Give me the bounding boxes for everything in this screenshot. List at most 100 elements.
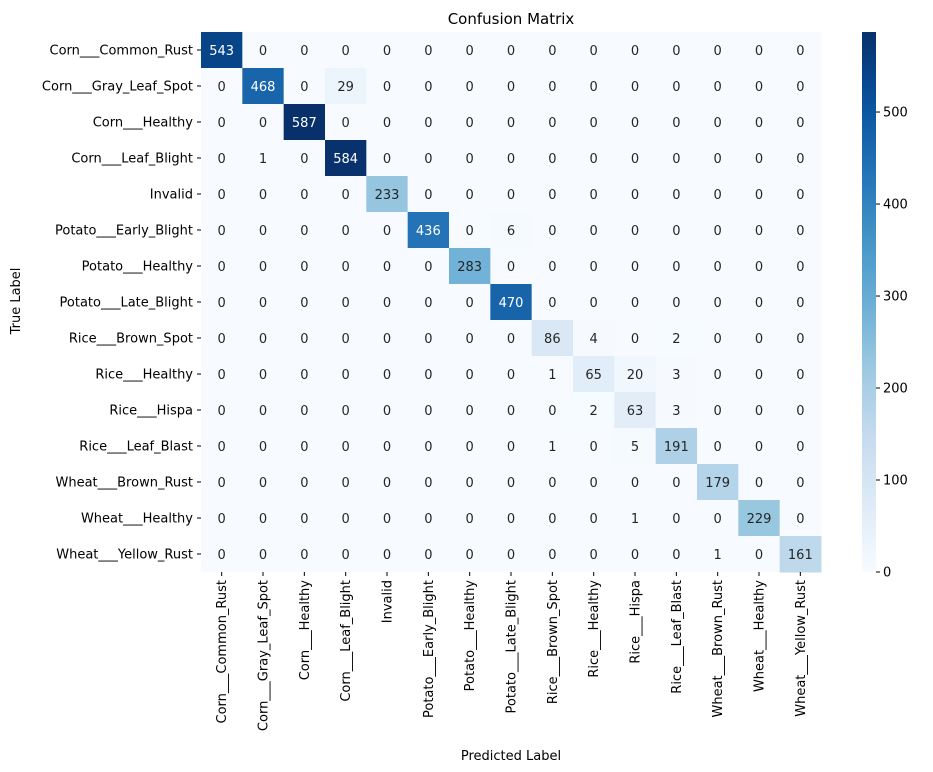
heatmap-cell [325, 140, 367, 177]
heatmap-cell [531, 140, 574, 177]
heatmap-cell [407, 212, 450, 249]
cell-value-label: 0 [342, 296, 350, 311]
cell-value-label: 0 [714, 404, 722, 419]
cell-value-label: 0 [631, 116, 639, 131]
heatmap-cell [573, 356, 615, 393]
cell-value-label: 0 [342, 368, 350, 383]
cell-value-label: 0 [218, 404, 226, 419]
cell-value-label: 0 [424, 188, 432, 203]
heatmap-cell [779, 68, 822, 105]
cell-value-label: 0 [383, 116, 391, 131]
cell-value-label: 0 [672, 188, 680, 203]
heatmap-cell [531, 104, 574, 141]
cell-value-label: 0 [466, 224, 474, 239]
cell-value-label: 0 [342, 224, 350, 239]
heatmap-cell [655, 248, 698, 285]
heatmap-cell [655, 464, 698, 501]
cell-value-label: 0 [548, 512, 556, 527]
cell-value-label: 0 [424, 152, 432, 167]
cell-value-label: 0 [714, 224, 722, 239]
heatmap-cell [614, 176, 657, 213]
heatmap-cell [573, 104, 615, 141]
heatmap-cell [573, 32, 615, 69]
heatmap-cell [449, 536, 491, 573]
heatmap-cell [325, 464, 367, 501]
heatmap-cell [283, 68, 326, 105]
cell-value-label: 179 [705, 476, 730, 491]
heatmap-cell [325, 212, 367, 249]
cell-value-label: 2 [590, 404, 598, 419]
cell-value-label: 0 [383, 368, 391, 383]
heatmap-cell [201, 392, 243, 429]
cell-value-label: 0 [548, 404, 556, 419]
heatmap-cell [242, 392, 285, 429]
cell-value-label: 0 [342, 476, 350, 491]
cell-value-label: 0 [755, 440, 763, 455]
cell-value-label: 0 [383, 512, 391, 527]
heatmap-cell [407, 248, 450, 285]
cell-value-label: 0 [259, 260, 267, 275]
heatmap-cell [325, 536, 367, 573]
heatmap-cell [573, 320, 615, 357]
x-tick-label: Potato___Early_Blight [422, 580, 437, 718]
heatmap-cell [366, 320, 409, 357]
cell-value-label: 0 [796, 224, 804, 239]
heatmap-cell [201, 212, 243, 249]
cell-value-label: 0 [672, 296, 680, 311]
heatmap-cell [242, 320, 285, 357]
heatmap-cell [573, 464, 615, 501]
cell-value-label: 0 [218, 224, 226, 239]
heatmap-cell [655, 104, 698, 141]
cell-value-label: 20 [627, 368, 644, 383]
cell-value-label: 0 [548, 116, 556, 131]
cell-value-label: 0 [507, 80, 515, 95]
cell-value-label: 0 [590, 476, 598, 491]
heatmap-cell [490, 500, 533, 537]
heatmap-cell [779, 32, 822, 69]
cell-value-label: 0 [424, 404, 432, 419]
heatmap-cell [490, 356, 533, 393]
cell-value-label: 0 [218, 548, 226, 563]
heatmap-cell [283, 104, 326, 141]
cell-value-label: 0 [631, 224, 639, 239]
cell-value-label: 0 [383, 224, 391, 239]
cell-value-label: 0 [218, 260, 226, 275]
heatmap-cell [242, 428, 285, 465]
cell-value-label: 0 [755, 188, 763, 203]
cell-value-label: 0 [466, 152, 474, 167]
cell-value-label: 0 [424, 296, 432, 311]
y-tick-label: Corn___Healthy [93, 116, 194, 131]
x-tick-label: Rice___Leaf_Blast [670, 580, 685, 694]
cell-value-label: 0 [507, 332, 515, 347]
heatmap-cell [738, 212, 781, 249]
cell-value-label: 0 [755, 548, 763, 563]
cell-value-label: 0 [796, 332, 804, 347]
cell-value-label: 0 [714, 188, 722, 203]
heatmap-cell [201, 248, 243, 285]
cell-value-label: 0 [218, 476, 226, 491]
heatmap-cell [366, 392, 409, 429]
heatmap-cell [201, 500, 243, 537]
cell-value-label: 0 [548, 44, 556, 59]
heatmap-cell [655, 284, 698, 321]
cell-value-label: 0 [424, 44, 432, 59]
heatmap-cell [325, 356, 367, 393]
cell-value-label: 63 [627, 404, 644, 419]
cell-value-label: 0 [714, 80, 722, 95]
cell-value-label: 0 [218, 188, 226, 203]
heatmap-cell [573, 500, 615, 537]
colorbar-tick-label: 400 [883, 198, 908, 213]
heatmap-cell [366, 464, 409, 501]
heatmap-cell [325, 320, 367, 357]
colorbar-tick-label: 500 [883, 106, 908, 121]
cell-value-label: 0 [342, 332, 350, 347]
heatmap-cell [283, 536, 326, 573]
heatmap-cell [779, 140, 822, 177]
heatmap-cell [283, 500, 326, 537]
cell-value-label: 5 [631, 440, 639, 455]
x-tick-label: Rice___Hispa [629, 580, 644, 664]
colorbar-tick-label: 300 [883, 290, 908, 305]
heatmap-cell [325, 248, 367, 285]
heatmap-cell [655, 428, 698, 465]
heatmap-cell [242, 536, 285, 573]
